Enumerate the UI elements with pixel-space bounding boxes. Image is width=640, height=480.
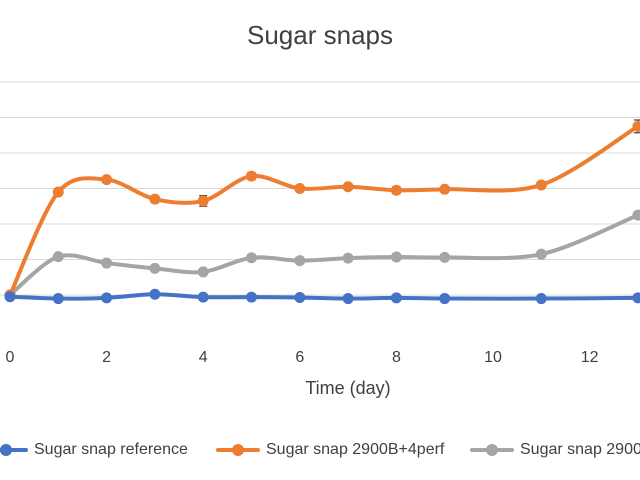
- data-point: [149, 262, 161, 274]
- data-point: [101, 174, 113, 186]
- x-axis-label: Time (day): [305, 378, 390, 398]
- data-point: [294, 291, 306, 303]
- data-point: [535, 248, 547, 260]
- data-points: [4, 120, 640, 305]
- data-point: [632, 292, 640, 304]
- data-point: [294, 183, 306, 194]
- data-point: [246, 252, 257, 264]
- data-point: [101, 292, 113, 304]
- x-tick-label: 2: [102, 349, 111, 366]
- data-point: [52, 186, 64, 198]
- series-line: [8, 124, 640, 297]
- legend-swatch: [216, 435, 260, 465]
- data-point: [101, 257, 113, 269]
- data-point: [632, 209, 640, 221]
- data-point: [390, 251, 402, 263]
- data-point: [246, 291, 257, 303]
- legend-item: Sugar snap reference: [0, 435, 188, 465]
- data-point: [439, 251, 451, 263]
- x-tick-label: 12: [581, 349, 599, 366]
- data-point: [342, 252, 354, 264]
- legend-label: Sugar snap 2900B+4perf: [266, 441, 445, 458]
- x-tick-label: 8: [392, 349, 401, 366]
- series-lines: [8, 124, 640, 301]
- data-point: [149, 288, 161, 300]
- data-point: [197, 291, 209, 303]
- data-point: [52, 251, 64, 263]
- x-tick-label: 6: [295, 349, 304, 366]
- data-point: [197, 195, 209, 207]
- legend-item: Sugar snap 2900B+4perf: [216, 435, 444, 465]
- data-point: [52, 293, 64, 305]
- x-tick-label: 10: [484, 349, 502, 366]
- data-point: [294, 255, 306, 267]
- data-point: [149, 193, 161, 205]
- chart-title: Sugar snaps: [247, 20, 393, 50]
- data-point: [535, 179, 547, 191]
- data-point: [390, 292, 402, 304]
- data-point: [197, 266, 209, 278]
- x-tick-label: 0: [6, 349, 15, 366]
- data-point: [439, 293, 451, 305]
- data-point: [632, 120, 640, 132]
- data-point: [4, 291, 16, 303]
- legend-swatch: [470, 435, 514, 465]
- legend-label: Sugar snap reference: [34, 441, 188, 458]
- data-point: [342, 181, 354, 193]
- data-point: [390, 184, 402, 196]
- data-point: [246, 170, 257, 182]
- legend-swatch: [0, 435, 28, 465]
- data-point: [535, 293, 547, 305]
- data-point: [342, 293, 354, 305]
- x-tick-label: 4: [199, 349, 208, 366]
- x-tick-labels: 0 2 4 6 8 10 12: [6, 349, 599, 366]
- legend-item: Sugar snap 2900B: [470, 435, 640, 465]
- legend-label: Sugar snap 2900B: [520, 441, 640, 458]
- data-point: [439, 183, 451, 195]
